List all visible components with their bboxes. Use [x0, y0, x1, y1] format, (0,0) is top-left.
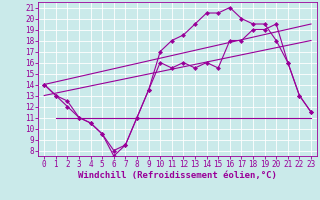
X-axis label: Windchill (Refroidissement éolien,°C): Windchill (Refroidissement éolien,°C)	[78, 171, 277, 180]
